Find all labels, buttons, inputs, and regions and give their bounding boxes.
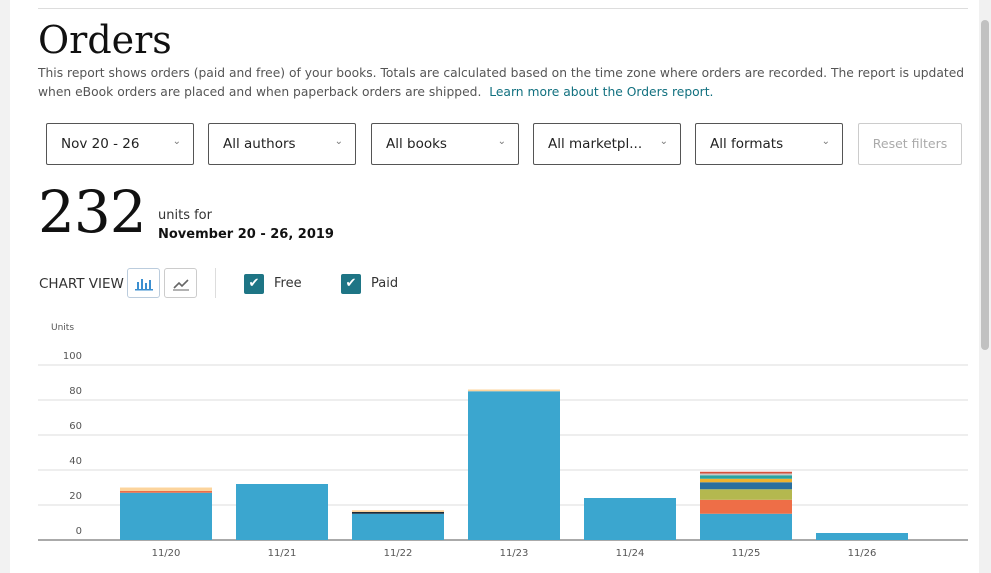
chevron-down-icon: ⌄ bbox=[172, 136, 181, 147]
x-tick-label: 11/22 bbox=[384, 548, 413, 559]
dropdown-label: All formats bbox=[710, 136, 784, 152]
bar-segment bbox=[700, 482, 792, 490]
book-filter-dropdown[interactable]: All books ⌄ bbox=[371, 123, 519, 165]
bar-segment bbox=[584, 498, 676, 540]
total-units: 232 bbox=[38, 178, 147, 246]
chart-view-label: CHART VIEW bbox=[39, 276, 124, 292]
line-chart-view-button[interactable] bbox=[164, 268, 197, 298]
bar-segment bbox=[700, 513, 792, 540]
dropdown-label: All marketpl... bbox=[548, 136, 643, 152]
bar-chart-icon bbox=[134, 278, 153, 290]
bar-segment bbox=[700, 471, 792, 474]
y-tick-label: 0 bbox=[76, 526, 82, 537]
report-description: This report shows orders (paid and free)… bbox=[38, 64, 973, 102]
reset-filters-button[interactable]: Reset filters bbox=[858, 123, 962, 165]
x-tick-label: 11/23 bbox=[500, 548, 529, 559]
dropdown-label: All authors bbox=[223, 136, 296, 152]
y-tick-label: 100 bbox=[63, 351, 82, 362]
orders-chart: Units 0 20 40 60 80 100 11/20 11/21 11/22 11/23 11… bbox=[38, 323, 968, 559]
bar-segment bbox=[816, 533, 908, 540]
chevron-down-icon: ⌄ bbox=[821, 136, 830, 147]
bar-segment bbox=[352, 513, 444, 540]
bar-segment bbox=[120, 492, 212, 540]
divider bbox=[38, 8, 968, 9]
dropdown-label: Nov 20 - 26 bbox=[61, 136, 140, 152]
bar-segment bbox=[468, 389, 560, 392]
marketplace-filter-dropdown[interactable]: All marketpl... ⌄ bbox=[533, 123, 681, 165]
bar-segment bbox=[700, 475, 792, 479]
date-range: November 20 - 26, 2019 bbox=[158, 227, 334, 242]
bar-segment bbox=[120, 491, 212, 493]
format-filter-dropdown[interactable]: All formats ⌄ bbox=[695, 123, 843, 165]
y-tick-label: 60 bbox=[69, 421, 82, 432]
learn-more-link[interactable]: Learn more about the Orders report. bbox=[489, 85, 714, 99]
chevron-down-icon: ⌄ bbox=[659, 136, 668, 147]
bar-segment bbox=[700, 473, 792, 476]
date-filter-dropdown[interactable]: Nov 20 - 26 ⌄ bbox=[46, 123, 194, 165]
free-checkbox[interactable]: ✔ bbox=[244, 274, 264, 294]
y-tick-label: 40 bbox=[69, 456, 82, 467]
paid-checkbox[interactable]: ✔ bbox=[341, 274, 361, 294]
bar-segment bbox=[700, 478, 792, 483]
x-tick-label: 11/21 bbox=[268, 548, 297, 559]
page-title: Orders bbox=[38, 18, 172, 62]
units-for-label: units for bbox=[158, 208, 212, 223]
bar-segment bbox=[120, 487, 212, 491]
bar-segment bbox=[700, 489, 792, 500]
line-chart-icon bbox=[172, 278, 189, 290]
x-tick-label: 11/26 bbox=[848, 548, 877, 559]
left-edge bbox=[0, 0, 10, 573]
author-filter-dropdown[interactable]: All authors ⌄ bbox=[208, 123, 356, 165]
scrollbar-thumb[interactable] bbox=[981, 20, 989, 350]
y-tick-label: 80 bbox=[69, 386, 82, 397]
bar-segment bbox=[700, 499, 792, 514]
bar-segment bbox=[468, 391, 560, 540]
scrollbar[interactable] bbox=[979, 0, 991, 573]
check-icon: ✔ bbox=[248, 276, 260, 291]
x-tick-label: 11/24 bbox=[616, 548, 645, 559]
paid-checkbox-label: Paid bbox=[371, 276, 399, 291]
bar-segment bbox=[352, 510, 444, 512]
y-tick-label: 20 bbox=[69, 491, 82, 502]
chevron-down-icon: ⌄ bbox=[497, 136, 506, 147]
free-checkbox-label: Free bbox=[274, 276, 302, 291]
x-tick-label: 11/20 bbox=[152, 548, 181, 559]
description-text: This report shows orders (paid and free)… bbox=[38, 66, 965, 99]
x-tick-label: 11/25 bbox=[732, 548, 761, 559]
divider bbox=[215, 268, 216, 298]
bar-segment bbox=[236, 484, 328, 540]
chevron-down-icon: ⌄ bbox=[334, 136, 343, 147]
dropdown-label: All books bbox=[386, 136, 447, 152]
bar-chart-view-button[interactable] bbox=[127, 268, 160, 298]
y-axis-label: Units bbox=[51, 323, 74, 333]
check-icon: ✔ bbox=[345, 276, 357, 291]
bar-segment bbox=[352, 512, 444, 514]
